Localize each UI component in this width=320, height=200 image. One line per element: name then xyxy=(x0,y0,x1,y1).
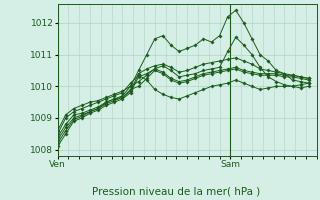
Text: Pression niveau de la mer( hPa ): Pression niveau de la mer( hPa ) xyxy=(92,186,260,196)
